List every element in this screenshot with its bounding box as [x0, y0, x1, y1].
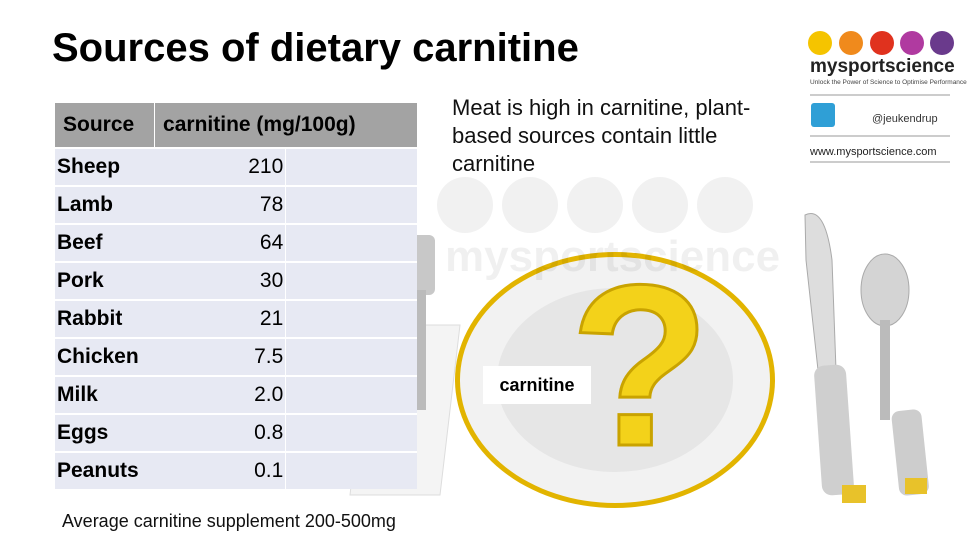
- source-cell: Milk: [55, 375, 155, 414]
- logo-brand: mysportscience: [810, 56, 955, 77]
- website: www.mysportscience.com: [810, 146, 937, 158]
- value-cell: 30: [154, 261, 286, 300]
- knife: [804, 213, 866, 503]
- table-row: Milk 2.0: [55, 375, 417, 414]
- value-cell: 2.0: [154, 375, 286, 414]
- plate-label: carnitine: [483, 366, 591, 404]
- table-row: Pork 30: [55, 261, 417, 300]
- column-header: Source: [55, 103, 156, 148]
- source-cell: Rabbit: [55, 299, 155, 338]
- value-cell: 0.8: [154, 413, 286, 452]
- source-cell: Sheep: [55, 147, 155, 186]
- source-cell: Pork: [55, 261, 155, 300]
- twitter-icon: [811, 103, 835, 127]
- table-row: Rabbit 21: [55, 299, 417, 338]
- source-cell: Lamb: [55, 185, 155, 224]
- value-cell: 210: [154, 147, 286, 186]
- footnote: Average carnitine supplement 200-500mg: [62, 511, 396, 531]
- value-cell: 78: [154, 185, 286, 224]
- blank-cell: [285, 185, 417, 224]
- question-mark: ?: [570, 237, 711, 494]
- table-row: Sheep 210: [55, 147, 417, 186]
- table-row: Lamb 78: [55, 185, 417, 224]
- source-cell: Eggs: [55, 413, 155, 452]
- title: Sources of dietary carnitine: [52, 26, 579, 70]
- spoon: [860, 253, 929, 496]
- blank-cell: [285, 299, 417, 338]
- blank-cell: [285, 413, 417, 452]
- value-cell: 21: [154, 299, 286, 338]
- blank-cell: [285, 375, 417, 414]
- watermark-drops: [437, 177, 753, 233]
- table: Source carnitine (mg/100g) Sheep 210 Lamb 7…: [55, 103, 417, 489]
- value-cell: 7.5: [154, 337, 286, 376]
- value-cell: 0.1: [154, 451, 286, 489]
- table-row: Peanuts 0.1: [55, 451, 417, 489]
- source-cell: Peanuts: [55, 451, 155, 489]
- twitter-handle: @jeukendrup: [872, 113, 938, 125]
- value-cell: 64: [154, 223, 286, 262]
- note: Meat is high in carnitine, plant-based s…: [452, 95, 751, 176]
- table-row: Chicken 7.5: [55, 337, 417, 376]
- table-row: Eggs 0.8: [55, 413, 417, 452]
- source-cell: Chicken: [55, 337, 155, 376]
- watermark: mysportscience: [445, 232, 781, 281]
- source-cell: Beef: [55, 223, 155, 262]
- plate: [455, 252, 775, 508]
- blank-cell: [285, 223, 417, 262]
- column-header: carnitine (mg/100g): [154, 103, 417, 148]
- blank-cell: [285, 451, 417, 489]
- blank-cell: [285, 261, 417, 300]
- logo-drops: [808, 31, 954, 55]
- blank-cell: [285, 337, 417, 376]
- table-row: Beef 64: [55, 223, 417, 262]
- logo-tagline: Unlock the Power of Science to Optimise …: [810, 79, 967, 86]
- blank-cell: [285, 147, 417, 186]
- header-row: Source carnitine (mg/100g): [55, 103, 417, 148]
